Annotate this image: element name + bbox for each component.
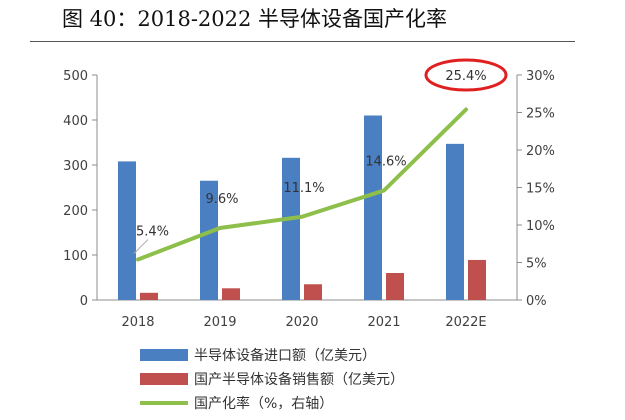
left-axis-tick-label: 0	[80, 294, 88, 309]
data-label-leader	[133, 239, 149, 254]
rate-data-label: 14.6%	[365, 155, 406, 170]
title-divider	[30, 41, 575, 42]
right-axis-tick-label: 0%	[526, 294, 547, 309]
right-axis-tick-label: 25%	[526, 107, 555, 122]
rate-data-label: 11.1%	[283, 181, 324, 196]
domestic-bar	[222, 288, 240, 300]
highlight-circle	[424, 58, 508, 92]
legend-item-rate: 国产化率（%，右轴）	[140, 391, 404, 415]
right-axis-tick-label: 10%	[526, 219, 555, 234]
import-bar	[446, 143, 464, 300]
legend-label-rate: 国产化率（%，右轴）	[194, 396, 334, 412]
rate-data-label: 5.4%	[136, 225, 169, 240]
legend-swatch-domestic	[140, 373, 188, 385]
import-bar	[364, 115, 382, 300]
x-axis-tick-label: 2020	[285, 315, 318, 330]
legend-swatch-rate	[140, 401, 188, 405]
import-bar	[200, 180, 218, 300]
domestic-bar	[386, 273, 404, 300]
domestic-bar	[140, 292, 158, 300]
legend-item-import: 半导体设备进口额（亿美元）	[140, 343, 404, 367]
domestic-bar	[304, 284, 322, 300]
combo-chart: 0 100 200 300 400 500 0% 5% 10% 15% 20% 25% 30% 2018 2…	[63, 58, 555, 330]
left-axis-tick-label: 300	[63, 159, 88, 174]
rate-data-label: 25.4%	[445, 69, 486, 84]
left-axis-tick-label: 100	[63, 249, 88, 264]
right-axis-tick-label: 30%	[526, 69, 555, 84]
legend-item-domestic: 国产半导体设备销售额（亿美元）	[140, 367, 404, 391]
x-axis-tick-label: 2022E	[445, 315, 486, 330]
x-axis-tick-label: 2021	[367, 315, 400, 330]
left-axis-tick-label: 400	[63, 114, 88, 129]
left-axis-tick-label: 200	[63, 204, 88, 219]
rate-data-label: 9.6%	[205, 192, 238, 207]
import-bar	[282, 157, 300, 300]
chart-data-labels: 5.4% 9.6% 11.1% 14.6% 25.4%	[133, 58, 508, 254]
rate-line-series	[136, 107, 468, 262]
domestic-bar	[468, 259, 486, 300]
chart-title: 图 40：2018-2022 半导体设备国产化率	[62, 7, 448, 31]
chart-axes: 0 100 200 300 400 500 0% 5% 10% 15% 20% 25% 30% 2018 2…	[63, 69, 555, 330]
legend-swatch-import	[140, 349, 188, 361]
right-axis-tick-label: 15%	[526, 182, 555, 197]
left-axis-tick-label: 500	[63, 69, 88, 84]
chart-legend: 半导体设备进口额（亿美元） 国产半导体设备销售额（亿美元） 国产化率（%，右轴）	[140, 343, 404, 415]
chart-bars	[118, 115, 486, 300]
right-axis-tick-label: 20%	[526, 144, 555, 159]
x-axis-tick-label: 2018	[121, 315, 154, 330]
legend-label-domestic: 国产半导体设备销售额（亿美元）	[194, 372, 404, 388]
import-bar	[118, 161, 136, 300]
x-axis-tick-label: 2019	[203, 315, 236, 330]
legend-label-import: 半导体设备进口额（亿美元）	[194, 348, 376, 364]
right-axis-tick-label: 5%	[526, 257, 547, 272]
